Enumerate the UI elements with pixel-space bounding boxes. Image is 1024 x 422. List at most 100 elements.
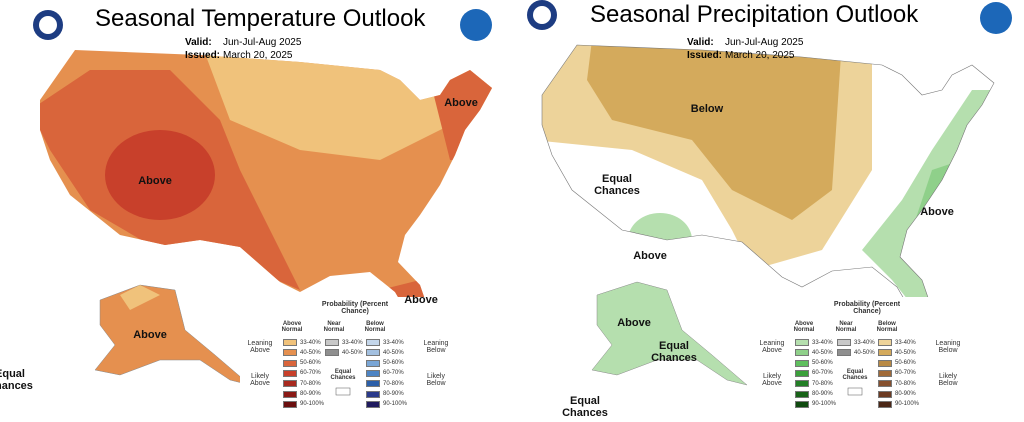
- region-label: Above: [633, 250, 667, 262]
- legend-label: 70-80%: [895, 380, 916, 387]
- temperature-panel: Seasonal Temperature Outlook Valid: Jun-Ju…: [0, 5, 492, 408]
- legend-swatch: [283, 359, 297, 367]
- legend-swatch: [325, 339, 339, 346]
- valid-line: Valid: Jun-Jul-Aug 2025: [185, 37, 301, 49]
- valid-label: Valid:: [687, 37, 714, 48]
- legend-swatch: [837, 339, 851, 346]
- doc-logo: [533, 6, 551, 24]
- legend-swatch: [795, 359, 809, 367]
- legend-swatch: [795, 339, 809, 346]
- legend-swatch: [366, 380, 380, 388]
- legend-swatch: [325, 349, 339, 357]
- region-label: Equal Chances: [594, 173, 640, 197]
- legend-label: 40-50%: [812, 349, 833, 356]
- legend-column-head: Below Normal: [876, 321, 898, 334]
- region-label: Above: [138, 175, 172, 187]
- legend-label: 60-70%: [895, 370, 916, 377]
- legend-swatch: [795, 400, 809, 408]
- legend-label: 40-50%: [342, 349, 363, 356]
- legend-swatch: [795, 349, 809, 357]
- legend-label: 33-40%: [342, 339, 363, 346]
- legend-group-label: Likely Below: [938, 373, 958, 388]
- legend-label: 80-90%: [300, 391, 321, 397]
- legend-label: 50-60%: [812, 360, 833, 367]
- legend-label: 80-90%: [383, 391, 404, 397]
- issued-line: Issued: March 20, 2025: [185, 50, 293, 62]
- legend-group-label: Likely Above: [762, 373, 782, 388]
- legend-label: 40-50%: [895, 349, 916, 356]
- title: Seasonal Temperature Outlook: [95, 5, 426, 32]
- legend-label: 50-60%: [383, 360, 404, 367]
- legend-swatch: [366, 369, 380, 377]
- legend-column-head: Below Normal: [364, 321, 386, 334]
- legend-equal-chances: Equal Chances: [842, 369, 868, 382]
- legend-label: 33-40%: [383, 339, 404, 346]
- legend-label: 70-80%: [300, 380, 321, 387]
- region-label: Below: [690, 103, 724, 115]
- legend-label: 33-40%: [895, 339, 916, 346]
- legend-column-head: Above Normal: [793, 321, 815, 334]
- doc-logo: [39, 16, 57, 34]
- legend-swatch: [878, 380, 892, 388]
- valid-value: Jun-Jul-Aug 2025: [725, 37, 804, 48]
- legend-swatch: [335, 387, 351, 396]
- legend-label: 40-50%: [854, 349, 875, 356]
- legend-label: 33-40%: [854, 339, 875, 346]
- region-label: Equal Chances: [0, 368, 33, 392]
- region-label: Above: [617, 317, 651, 329]
- legend-group-label: Likely Above: [250, 373, 270, 388]
- legend-swatch: [878, 390, 892, 398]
- legend-swatch: [366, 400, 380, 408]
- legend-swatch: [878, 369, 892, 377]
- legend-swatch: [283, 369, 297, 377]
- legend-swatch: [878, 400, 892, 408]
- map: [527, 0, 1012, 412]
- legend-swatch: [366, 390, 380, 398]
- region-label: Above: [133, 329, 167, 341]
- legend-label: 50-60%: [300, 360, 321, 367]
- legend-label: 60-70%: [383, 370, 404, 377]
- valid-label: Valid:: [185, 37, 212, 48]
- legend-label: 33-40%: [300, 339, 321, 346]
- legend-swatch: [366, 349, 380, 357]
- legend-swatch: [837, 349, 851, 357]
- legend-swatch: [878, 359, 892, 367]
- legend-label: 70-80%: [812, 380, 833, 387]
- region-label: Above: [920, 206, 954, 218]
- legend-column-head: Near Normal: [835, 321, 857, 334]
- legend-group-label: Leaning Below: [423, 340, 449, 355]
- issued-label: Issued:: [185, 50, 221, 61]
- legend-label: 60-70%: [300, 370, 321, 377]
- region-label: Equal Chances: [562, 395, 608, 419]
- legend-swatch: [795, 390, 809, 398]
- region-label: Equal Chances: [651, 340, 697, 364]
- title: Seasonal Precipitation Outlook: [590, 1, 919, 28]
- legend-label: 80-90%: [895, 391, 916, 397]
- legend-group-label: Leaning Above: [247, 340, 273, 355]
- legend-label: 90-100%: [383, 401, 408, 408]
- legend-label: 40-50%: [383, 349, 404, 356]
- legend-group-label: Leaning Above: [759, 340, 785, 355]
- region-label: Above: [404, 294, 438, 306]
- legend-label: 90-100%: [812, 401, 837, 408]
- legend-swatch: [283, 349, 297, 357]
- legend-swatch: [366, 359, 380, 367]
- issued-value: March 20, 2025: [223, 50, 293, 61]
- legend-title: Probability (Percent Chance): [833, 301, 901, 316]
- legend-label: 33-40%: [812, 339, 833, 346]
- legend-swatch: [878, 349, 892, 357]
- issued-label: Issued:: [687, 50, 723, 61]
- precipitation-panel: Seasonal Precipitation Outlook Valid: Jun-…: [512, 0, 1024, 422]
- legend-column-head: Above Normal: [281, 321, 303, 334]
- legend-equal-chances: Equal Chances: [330, 369, 356, 382]
- legend-swatch: [366, 339, 380, 346]
- issued-line: Issued: March 20, 2025: [687, 50, 795, 62]
- valid-line: Valid: Jun-Jul-Aug 2025: [687, 37, 804, 49]
- noaa-logo: [460, 9, 492, 41]
- map: [33, 9, 492, 396]
- legend-label: 40-50%: [300, 349, 321, 356]
- legend-swatch: [795, 369, 809, 377]
- legend-swatch: [283, 380, 297, 388]
- legend-swatch: [878, 339, 892, 346]
- legend-label: 80-90%: [812, 391, 833, 397]
